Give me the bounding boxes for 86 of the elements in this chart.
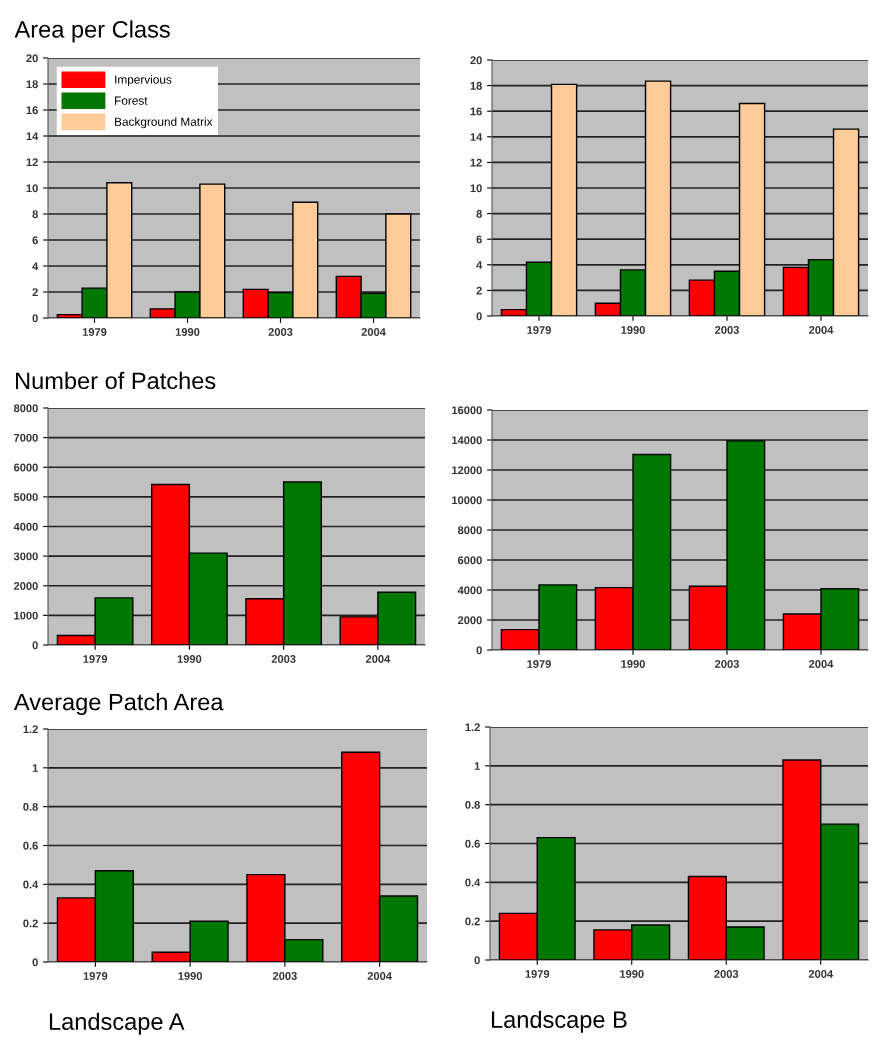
y-tick-label: 0 (476, 312, 482, 321)
y-tick-label: 18 (26, 80, 38, 89)
y-tick-label: 0 (32, 314, 38, 323)
y-tick-label: 10 (470, 184, 482, 193)
x-tick-label: 2004 (809, 660, 834, 668)
y-tick-label: 16 (26, 106, 38, 115)
x-tick-label: 2004 (367, 972, 392, 980)
x-tick-label: 2004 (361, 328, 386, 336)
y-tick-label: 14000 (452, 436, 482, 445)
y-tick-label: 4 (32, 262, 39, 271)
y-tick-label: 6000 (457, 556, 482, 565)
y-tick-label: 0.6 (23, 841, 38, 850)
x-tick-label: 2003 (268, 328, 293, 336)
y-tick-label: 16000 (452, 406, 482, 415)
chart-title: Average Patch Area (13, 693, 224, 716)
x-tick-label: 1990 (621, 326, 645, 334)
y-tick-label: 6000 (13, 463, 38, 472)
x-tick-label: 2004 (809, 326, 834, 334)
y-tick-label: 0.2 (23, 919, 38, 928)
x-tick-label: 1979 (527, 660, 551, 668)
y-tick-label: 0.4 (23, 880, 39, 889)
y-tick-label: 6 (476, 235, 482, 244)
x-tick-label: 1979 (527, 326, 551, 334)
x-axis-title: Landscape B (491, 1010, 627, 1033)
y-tick-label: 12000 (452, 466, 482, 475)
chart-title: Area per Class (14, 20, 170, 43)
x-tick-label: 1990 (178, 972, 203, 980)
y-tick-label: 8 (32, 210, 38, 219)
x-tick-label: 2003 (715, 660, 739, 668)
x-tick-label: 1990 (175, 328, 200, 336)
y-tick-label: 1 (32, 764, 38, 772)
y-tick-label: 0 (476, 646, 482, 655)
y-tick-label: 2 (32, 288, 38, 297)
y-tick-label: 10 (26, 184, 38, 193)
x-tick-label: 2004 (365, 655, 391, 663)
legend-label: Background Matrix (115, 117, 213, 129)
x-tick-label: 1979 (82, 328, 107, 336)
y-tick-label: 14 (26, 132, 39, 141)
y-tick-label: 5000 (13, 493, 38, 502)
x-tick-label: 2003 (714, 970, 739, 978)
y-tick-label: 1 (474, 762, 480, 770)
y-tick-label: 8000 (457, 526, 482, 535)
y-tick-label: 12 (470, 158, 482, 167)
y-tick-label: 16 (470, 107, 482, 116)
x-tick-label: 1979 (525, 970, 550, 978)
x-tick-label: 1990 (620, 970, 644, 978)
x-tick-label: 2003 (271, 655, 296, 663)
y-tick-label: 20 (470, 56, 482, 65)
y-tick-label: 0.4 (465, 878, 481, 887)
y-tick-label: 8 (476, 209, 482, 218)
y-tick-label: 6 (32, 236, 38, 245)
y-tick-label: 18 (470, 81, 482, 90)
x-tick-label: 1979 (83, 972, 108, 980)
y-tick-label: 0.2 (465, 917, 480, 926)
y-tick-label: 4000 (13, 522, 38, 531)
y-tick-label: 12 (26, 158, 38, 167)
y-tick-label: 0 (32, 641, 38, 650)
y-tick-label: 8000 (13, 404, 38, 413)
y-tick-label: 3000 (13, 552, 38, 561)
y-tick-label: 2000 (457, 616, 482, 625)
y-tick-label: 10000 (452, 496, 482, 505)
y-tick-label: 1.2 (23, 725, 38, 734)
x-axis-title: Landscape A (49, 1012, 185, 1035)
y-tick-label: 20 (26, 54, 38, 63)
y-tick-label: 0.6 (465, 839, 480, 848)
y-tick-label: 7000 (14, 433, 38, 442)
y-tick-label: 1.2 (465, 723, 480, 732)
y-tick-label: 14 (470, 133, 483, 141)
y-tick-label: 4 (476, 261, 483, 269)
x-tick-label: 2003 (272, 972, 297, 980)
x-tick-label: 2003 (715, 326, 739, 334)
y-tick-label: 0 (474, 956, 480, 965)
y-tick-label: 0.8 (23, 802, 38, 811)
legend-label: Forest (115, 96, 148, 105)
y-tick-label: 4000 (457, 586, 482, 595)
y-tick-label: 1000 (14, 611, 38, 620)
x-tick-label: 1990 (177, 655, 202, 663)
chart-title: Number of Patches (16, 371, 216, 390)
y-tick-label: 0 (32, 958, 38, 967)
x-tick-label: 1990 (621, 660, 645, 668)
x-tick-label: 2004 (808, 970, 834, 978)
y-tick-label: 0.8 (465, 800, 480, 809)
y-tick-label: 2 (476, 286, 482, 295)
legend-label: Impervious (115, 75, 172, 87)
x-tick-label: 1979 (83, 655, 108, 663)
y-tick-label: 2000 (13, 582, 38, 590)
